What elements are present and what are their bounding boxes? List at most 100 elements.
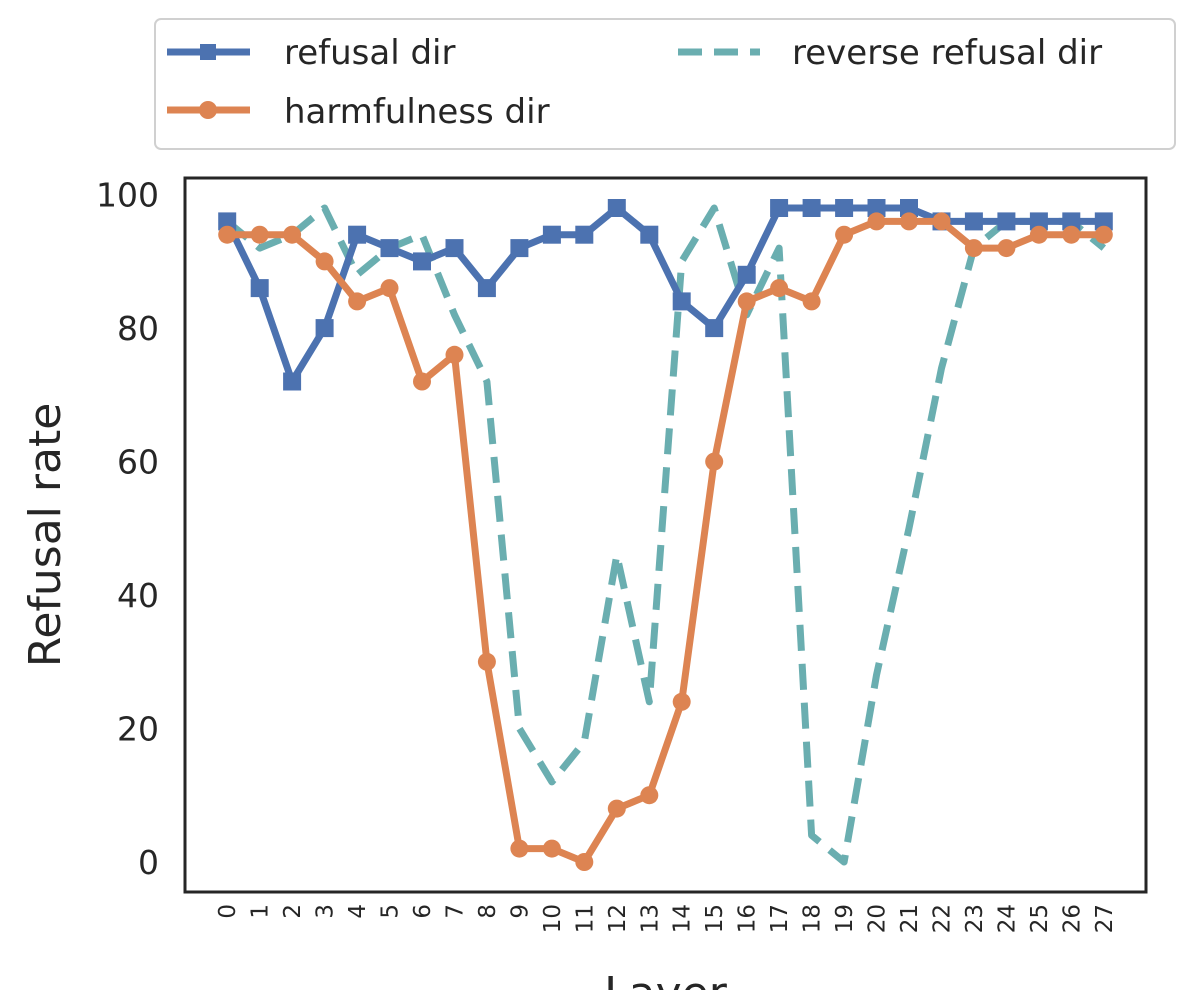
- data-point-square: [802, 199, 821, 217]
- x-axis-ticks: 0 1 2 3 4 5 6 7 8 9 10 11 12 13 14 15 16 17 18 19 20 21 22 23 24…: [215, 904, 1118, 933]
- data-point-circle: [1062, 225, 1081, 244]
- series-line: [223, 204, 1108, 385]
- data-point-square: [1029, 212, 1048, 231]
- y-tick-label: 20: [117, 710, 159, 749]
- data-point-circle: [413, 372, 431, 391]
- data-point-square: [900, 199, 918, 217]
- data-point-square: [640, 225, 659, 244]
- data-point-circle: [932, 212, 951, 231]
- series-reverse-refusal-dir: [224, 204, 1107, 866]
- data-point-square: [705, 319, 724, 338]
- y-axis-ticks: 0 20 40 60 80 100: [96, 176, 159, 882]
- data-point-circle: [575, 853, 594, 871]
- x-tick-label: 23: [962, 904, 988, 933]
- x-tick-label: 0: [215, 904, 241, 919]
- data-point-square: [348, 225, 367, 244]
- data-point-circle: [445, 345, 464, 364]
- x-tick-label: 22: [930, 904, 956, 933]
- x-tick-label: 15: [702, 904, 728, 933]
- series-refusal-dir: [218, 199, 1113, 391]
- data-point-square: [510, 239, 529, 258]
- data-point-square: [867, 199, 886, 217]
- x-tick-label: 7: [443, 904, 469, 919]
- data-point-square: [218, 212, 237, 231]
- legend-label: refusal dir: [284, 33, 455, 73]
- data-point-circle: [835, 225, 854, 244]
- y-tick-label: 100: [96, 176, 159, 215]
- y-axis-label: Refusal rate: [20, 403, 71, 668]
- x-tick-label: 5: [378, 904, 404, 919]
- data-point-circle: [218, 225, 237, 244]
- data-point-circle: [1029, 225, 1048, 244]
- data-point-square: [672, 292, 691, 311]
- data-point-square: [997, 212, 1016, 231]
- y-tick-label: 60: [117, 443, 159, 482]
- legend-swatch-marker-circle: [199, 101, 217, 119]
- legend-entry-reverse-refusal-dir: reverse refusal dir: [678, 33, 1102, 73]
- data-point-circle: [900, 212, 918, 231]
- data-point-circle: [348, 292, 367, 311]
- data-point-square: [315, 319, 334, 338]
- x-tick-label: 4: [345, 904, 371, 919]
- x-tick-label: 27: [1092, 904, 1118, 933]
- data-point-square: [1062, 212, 1081, 231]
- legend: refusal dir harmfulness dir reverse refu…: [154, 18, 1176, 150]
- x-tick-label: 12: [605, 904, 631, 933]
- x-tick-label: 17: [767, 904, 793, 933]
- x-tick-label: 1: [248, 904, 274, 919]
- x-tick-label: 8: [475, 904, 501, 919]
- data-point-square: [1094, 212, 1113, 231]
- series-harmfulness-dir: [218, 212, 1113, 871]
- x-tick-label: 3: [313, 904, 339, 919]
- data-point-circle: [737, 292, 756, 311]
- data-point-square: [770, 199, 789, 217]
- series-line: [224, 204, 1107, 866]
- data-point-circle: [672, 692, 691, 711]
- legend-entry-harmfulness-dir: harmfulness dir: [167, 92, 550, 132]
- data-point-square: [964, 212, 983, 231]
- data-point-circle: [1094, 225, 1113, 244]
- data-point-square: [445, 239, 464, 258]
- x-tick-label: 16: [735, 904, 761, 933]
- data-point-circle: [770, 279, 789, 298]
- data-point-circle: [802, 292, 821, 311]
- x-tick-label: 19: [832, 904, 858, 933]
- x-tick-label: 20: [865, 904, 891, 933]
- x-tick-label: 26: [1059, 904, 1085, 933]
- series-line: [223, 217, 1108, 866]
- data-point-square: [477, 279, 496, 298]
- data-point-circle: [477, 652, 496, 671]
- x-tick-label: 2: [280, 904, 306, 919]
- data-point-circle: [867, 212, 886, 231]
- data-point-circle: [607, 799, 626, 818]
- data-point-circle: [640, 786, 659, 805]
- x-tick-label: 11: [572, 904, 598, 933]
- data-point-square: [380, 239, 399, 258]
- data-point-circle: [283, 225, 302, 244]
- data-point-circle: [250, 225, 269, 244]
- legend-entry-refusal-dir: refusal dir: [167, 33, 455, 73]
- series-layer: [218, 199, 1113, 871]
- data-point-circle: [997, 239, 1016, 258]
- x-tick-label: 18: [800, 904, 826, 933]
- x-tick-label: 14: [670, 904, 696, 933]
- y-tick-label: 40: [117, 576, 159, 615]
- data-point-circle: [542, 839, 561, 858]
- x-tick-label: 6: [410, 904, 436, 919]
- data-point-square: [835, 199, 854, 217]
- data-point-square: [283, 372, 302, 391]
- legend-swatch-marker-square: [200, 44, 216, 60]
- x-tick-label: 21: [897, 904, 923, 933]
- data-point-circle: [964, 239, 983, 258]
- y-tick-label: 80: [117, 309, 159, 348]
- data-point-square: [607, 199, 626, 217]
- legend-box: [154, 18, 1176, 150]
- x-tick-label: 25: [1027, 904, 1053, 933]
- data-point-circle: [705, 452, 724, 471]
- y-tick-label: 0: [138, 843, 159, 882]
- x-axis-label: Layer: [604, 968, 728, 990]
- legend-label: harmfulness dir: [284, 92, 550, 132]
- data-point-square: [542, 225, 561, 244]
- plot-area: [183, 176, 1148, 894]
